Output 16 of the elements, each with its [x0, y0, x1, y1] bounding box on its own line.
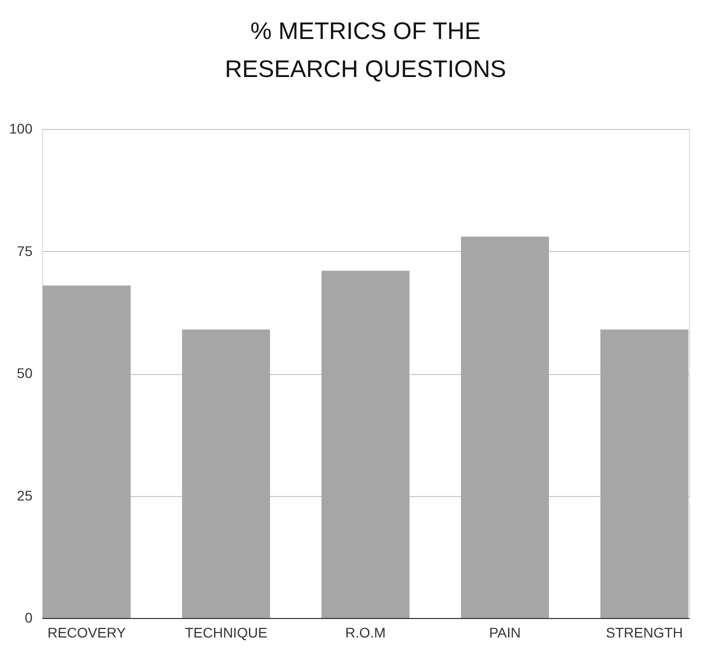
bar [182, 329, 270, 618]
y-tick-label: 100 [9, 120, 33, 136]
y-tick-label: 50 [16, 365, 33, 381]
chart-title: % METRICS OF THE RESEARCH QUESTIONS [224, 18, 506, 83]
bar [322, 270, 410, 618]
y-tick-label: 0 [24, 610, 33, 626]
y-tick-label: 25 [16, 487, 33, 504]
x-tick-label: PAIN [489, 624, 521, 640]
bar [42, 285, 131, 618]
bar [460, 236, 549, 618]
x-tick-label: R.O.M [345, 624, 386, 640]
x-tick-label: RECOVERY [47, 624, 126, 640]
x-tick-label: STRENGTH [606, 624, 683, 640]
bar [600, 329, 688, 618]
x-tick-label: TECHNIQUE [184, 624, 268, 640]
y-tick-label: 75 [16, 242, 33, 259]
